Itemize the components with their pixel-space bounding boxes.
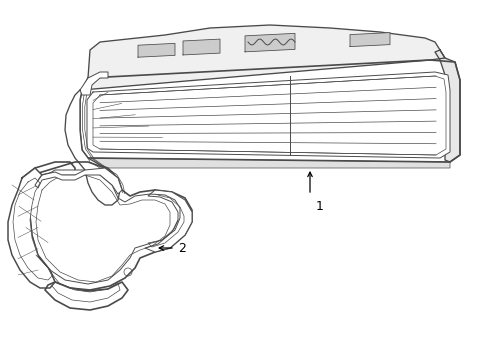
Polygon shape — [88, 158, 450, 168]
Polygon shape — [35, 168, 122, 194]
Polygon shape — [93, 76, 446, 155]
Polygon shape — [22, 162, 192, 290]
Text: 2: 2 — [178, 242, 186, 255]
Polygon shape — [435, 50, 460, 162]
Polygon shape — [65, 90, 120, 205]
Polygon shape — [82, 25, 445, 90]
Polygon shape — [13, 178, 52, 280]
Polygon shape — [145, 190, 192, 252]
Polygon shape — [350, 33, 390, 46]
Polygon shape — [245, 33, 295, 52]
Polygon shape — [45, 282, 128, 310]
Polygon shape — [138, 43, 175, 57]
Polygon shape — [183, 39, 220, 55]
Polygon shape — [80, 60, 460, 162]
Polygon shape — [80, 72, 108, 95]
Polygon shape — [8, 168, 55, 288]
Polygon shape — [87, 72, 450, 158]
Text: 1: 1 — [316, 200, 324, 213]
Polygon shape — [36, 175, 170, 282]
Polygon shape — [30, 170, 180, 284]
